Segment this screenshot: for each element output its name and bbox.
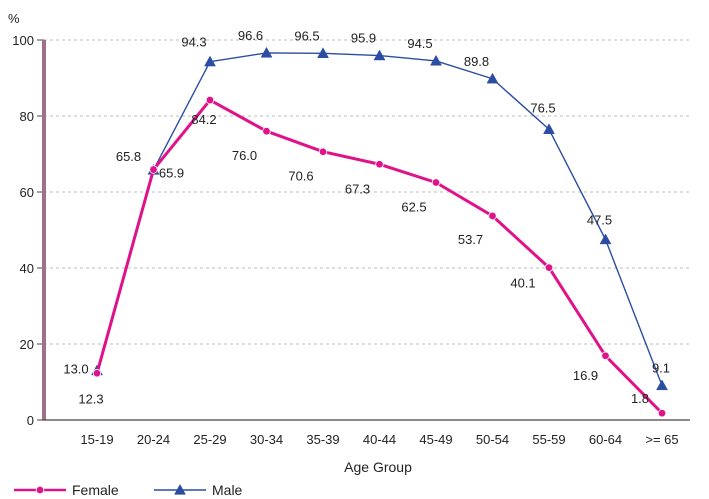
- data-label-female-4: 70.6: [288, 169, 313, 184]
- series-line-male: [96, 52, 663, 386]
- data-label-female-3: 76.0: [232, 148, 257, 163]
- x-tick-label-5: 40-44: [363, 432, 396, 447]
- data-labels: 12.3 65.9 84.2 76.0 70.6 67.3 62.5 53.7 40.1 16.9…: [63, 28, 670, 406]
- point-female-10: [657, 408, 667, 418]
- x-tick-label-6: 45-49: [419, 432, 452, 447]
- series-female: [92, 95, 667, 418]
- data-label-male-5: 95.9: [351, 31, 376, 46]
- y-tick-labels: 0 20 40 60 80 100: [12, 33, 34, 428]
- x-axis-label: Age Group: [344, 459, 412, 475]
- point-male-8: [543, 123, 555, 134]
- data-label-male-0: 13.0: [63, 362, 88, 377]
- point-male-7: [486, 72, 499, 84]
- point-female-9: [601, 351, 610, 360]
- point-female-6: [431, 178, 441, 187]
- x-tick-label-2: 25-29: [193, 432, 226, 447]
- series-layer: [91, 46, 668, 418]
- y-tick-label-40: 40: [20, 261, 34, 276]
- legend-label-female: Female: [72, 482, 119, 498]
- data-label-male-7: 89.8: [464, 54, 489, 69]
- y-tick-label-80: 80: [20, 109, 34, 124]
- y-tick-label-100: 100: [12, 33, 34, 48]
- data-label-male-8: 76.5: [530, 100, 555, 115]
- x-tick-label-1: 20-24: [137, 432, 170, 447]
- x-tick-label-7: 50-54: [476, 432, 509, 447]
- series-male: [91, 46, 668, 391]
- point-female-5: [375, 160, 384, 169]
- point-male-2: [204, 55, 216, 67]
- legend-marker-female: [35, 485, 45, 495]
- point-female-2: [205, 95, 215, 105]
- data-label-male-1: 65.8: [116, 149, 141, 164]
- point-female-4: [318, 147, 328, 156]
- data-label-male-3: 96.6: [238, 28, 263, 43]
- point-male-4: [317, 47, 329, 58]
- point-male-5: [373, 49, 386, 61]
- y-tick-label-20: 20: [20, 337, 34, 352]
- point-female-1: [149, 165, 158, 174]
- x-tick-label-4: 35-39: [306, 432, 339, 447]
- y-tick-label-60: 60: [20, 185, 34, 200]
- point-female-8: [544, 263, 554, 272]
- x-tick-label-10: >= 65: [645, 432, 678, 447]
- y-tick-label-0: 0: [27, 413, 34, 428]
- point-male-9: [599, 233, 612, 245]
- point-male-3: [260, 46, 273, 58]
- data-label-female-5: 67.3: [345, 181, 370, 196]
- data-label-female-7: 53.7: [458, 232, 483, 247]
- point-male-10: [656, 379, 668, 391]
- legend-item-male: Male: [154, 482, 243, 498]
- point-male-6: [430, 54, 442, 66]
- data-label-female-2: 84.2: [191, 112, 216, 127]
- data-label-male-10: 9.1: [652, 360, 670, 375]
- data-label-male-2: 94.3: [181, 35, 206, 50]
- x-tick-label-8: 55-59: [532, 432, 565, 447]
- x-tick-label-3: 30-34: [250, 432, 283, 447]
- data-label-male-4: 96.5: [294, 28, 319, 43]
- series-line-female: [95, 98, 664, 415]
- x-tick-label-0: 15-19: [80, 432, 113, 447]
- y-axis-label: %: [8, 11, 20, 26]
- x-tick-label-9: 60-64: [589, 432, 622, 447]
- data-label-female-1: 65.9: [159, 166, 184, 181]
- legend: Female Male: [14, 482, 243, 498]
- data-label-female-10: 1.8: [631, 391, 649, 406]
- legend-label-male: Male: [212, 482, 243, 498]
- data-label-male-9: 47.5: [587, 213, 612, 228]
- point-female-7: [488, 211, 497, 221]
- data-label-female-6: 62.5: [401, 200, 426, 215]
- axes: [37, 39, 690, 421]
- data-label-female-9: 16.9: [573, 368, 598, 383]
- legend-marker-male: [174, 483, 186, 495]
- x-tick-labels: 15-19 20-24 25-29 30-34 35-39 40-44 45-49 50-54…: [80, 432, 678, 447]
- legend-item-female: Female: [14, 482, 119, 498]
- point-female-0: [92, 369, 102, 378]
- data-label-female-0: 12.3: [78, 391, 103, 406]
- data-label-male-6: 94.5: [407, 36, 432, 51]
- point-female-3: [262, 126, 271, 136]
- data-label-female-8: 40.1: [510, 276, 535, 291]
